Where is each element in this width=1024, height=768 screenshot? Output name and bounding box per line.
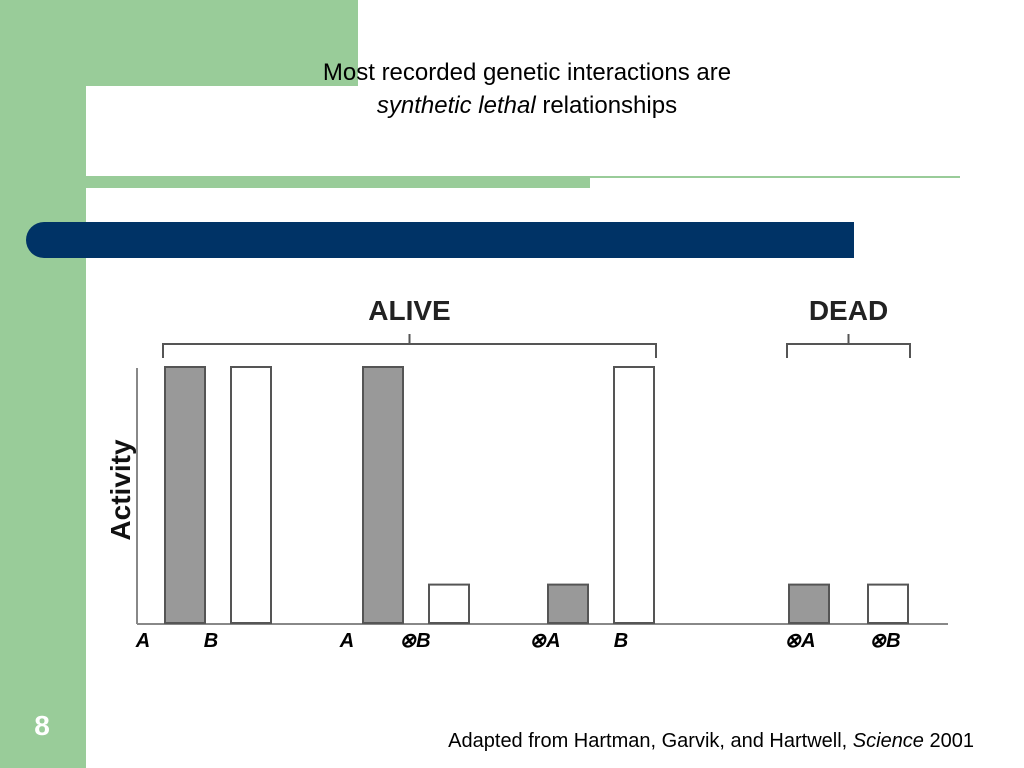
citation-year: 2001 (923, 730, 974, 752)
group-label-alive: ALIVE (368, 295, 450, 326)
bar-5 (547, 583, 589, 624)
bar-label-4: ⊗B (399, 630, 430, 652)
citation: Adapted from Hartman, Garvik, and Hartwe… (448, 730, 974, 753)
citation-authors: Adapted from Hartman, Garvik, and Hartwe… (448, 730, 853, 752)
bar-1 (164, 366, 206, 624)
citation-journal: Science (852, 730, 924, 752)
bar-6 (613, 366, 655, 624)
bar-label-5: ⊗A (529, 630, 560, 652)
navy-accent-bar (26, 222, 854, 258)
slide-number: 8 (34, 710, 50, 741)
title-line-1: Most recorded genetic interactions are (322, 59, 732, 86)
title-line-2: synthetic lethal relationships (200, 89, 854, 122)
bar-label-7: ⊗A (784, 630, 815, 652)
green-divider-thin (590, 176, 960, 178)
bar-label-3: A (339, 630, 354, 652)
slide-title: Most recorded genetic interactions are s… (200, 56, 854, 122)
bar-4 (428, 583, 470, 624)
bar-label-1: A (135, 630, 150, 652)
y-axis-label: Activity (105, 439, 136, 541)
bar-label-2: B (204, 630, 218, 652)
bracket-alive (162, 334, 657, 358)
group-label-dead: DEAD (809, 295, 888, 326)
bar-7 (788, 583, 830, 624)
bar-label-6: B (614, 630, 628, 652)
green-divider-thick (86, 176, 590, 188)
bar-3 (362, 366, 404, 624)
bar-2 (230, 366, 272, 624)
left-green-band (0, 0, 86, 768)
top-green-tab (86, 0, 358, 86)
bar-8 (867, 583, 909, 624)
title-line-2-rest: relationships (535, 92, 678, 119)
bar-label-8: ⊗B (869, 630, 900, 652)
bracket-dead (786, 334, 911, 358)
title-italic-phrase: synthetic lethal (376, 92, 536, 119)
